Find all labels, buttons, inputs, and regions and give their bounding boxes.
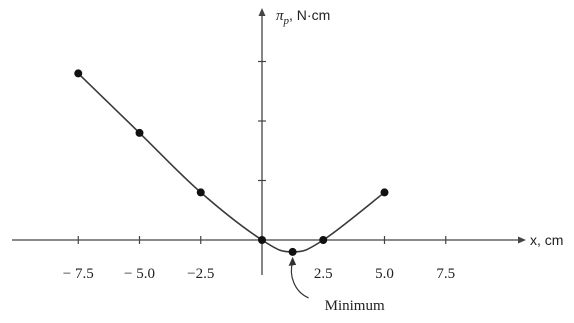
y-axis-label: πp, N·cm xyxy=(276,7,330,27)
data-point xyxy=(380,188,389,197)
axes xyxy=(12,8,526,275)
x-tick-label: − 7.5 xyxy=(63,266,94,282)
labels: πp, N·cm x, cm xyxy=(276,7,563,248)
data-point xyxy=(258,236,266,244)
y-axis-unit: , N·cm xyxy=(289,7,330,23)
y-axis-symbol: π xyxy=(276,8,284,24)
data-point xyxy=(319,236,328,244)
x-axis-arrowhead xyxy=(518,236,526,244)
data-point xyxy=(288,247,297,256)
y-axis-subscript: p xyxy=(283,15,290,27)
data-point xyxy=(135,128,144,137)
x-tick-label: − 5.0 xyxy=(124,266,155,282)
minimum-arrowhead xyxy=(288,256,297,266)
x-tick-label: 5.0 xyxy=(375,266,394,282)
y-axis-arrowhead xyxy=(258,8,266,16)
x-tick-label: −2.5 xyxy=(187,266,214,282)
x-tick-label: 7.5 xyxy=(436,266,455,282)
minimum-arrow xyxy=(290,261,309,299)
series xyxy=(74,69,389,256)
annotation: Minimum xyxy=(288,256,385,314)
data-point xyxy=(196,188,205,197)
x-axis-label: x, cm xyxy=(530,232,563,248)
series-line xyxy=(77,72,385,253)
data-point xyxy=(74,69,83,78)
minimum-label: Minimum xyxy=(325,298,385,314)
ticks: − 7.5 − 5.0 −2.5 2.5 5.0 7.5 xyxy=(63,60,455,282)
x-tick-label: 2.5 xyxy=(314,266,333,282)
